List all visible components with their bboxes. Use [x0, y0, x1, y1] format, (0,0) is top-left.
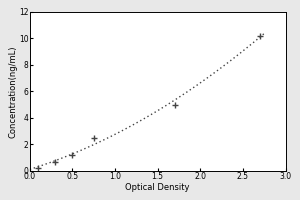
- Y-axis label: Concentration(ng/mL): Concentration(ng/mL): [8, 45, 17, 138]
- X-axis label: Optical Density: Optical Density: [125, 183, 190, 192]
